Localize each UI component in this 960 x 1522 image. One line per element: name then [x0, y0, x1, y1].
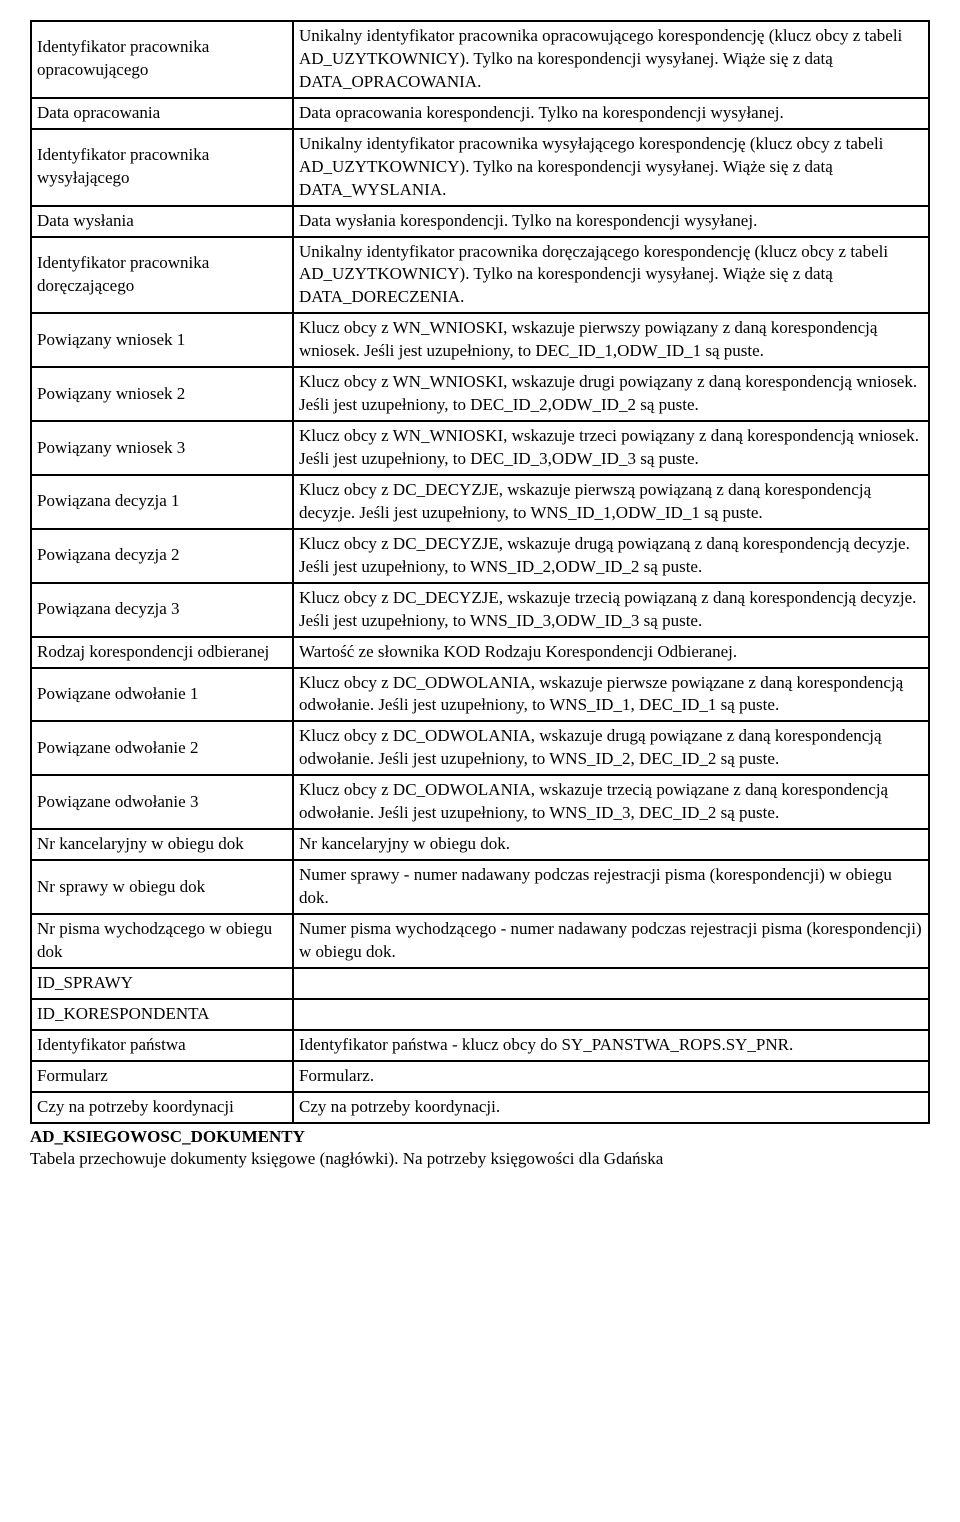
table-row: Powiązana decyzja 2Klucz obcy z DC_DECYZ…	[31, 529, 929, 583]
table-row: ID_KORESPONDENTA	[31, 999, 929, 1030]
table-row: Nr sprawy w obiegu dokNumer sprawy - num…	[31, 860, 929, 914]
field-name-cell: Powiązane odwołanie 2	[31, 721, 293, 775]
field-name-cell: ID_KORESPONDENTA	[31, 999, 293, 1030]
field-name-cell: Powiązana decyzja 3	[31, 583, 293, 637]
field-name-cell: Powiązane odwołanie 3	[31, 775, 293, 829]
table-row: Nr pisma wychodzącego w obiegu dokNumer …	[31, 914, 929, 968]
field-name-cell: Data wysłania	[31, 206, 293, 237]
field-description-cell: Numer pisma wychodzącego - numer nadawan…	[293, 914, 929, 968]
field-description-cell: Data opracowania korespondencji. Tylko n…	[293, 98, 929, 129]
field-name-cell: Powiązane odwołanie 1	[31, 668, 293, 722]
field-description-cell: Data wysłania korespondencji. Tylko na k…	[293, 206, 929, 237]
table-row: Powiązany wniosek 1Klucz obcy z WN_WNIOS…	[31, 313, 929, 367]
field-description-cell: Klucz obcy z DC_ODWOLANIA, wskazuje pier…	[293, 668, 929, 722]
table-row: Identyfikator pracownika wysyłającegoUni…	[31, 129, 929, 206]
field-description-cell: Numer sprawy - numer nadawany podczas re…	[293, 860, 929, 914]
field-description-cell: Unikalny identyfikator pracownika doręcz…	[293, 237, 929, 314]
field-description-cell: Czy na potrzeby koordynacji.	[293, 1092, 929, 1123]
table-row: Data opracowaniaData opracowania korespo…	[31, 98, 929, 129]
table-body: Identyfikator pracownika opracowującegoU…	[31, 21, 929, 1123]
field-description-cell: Klucz obcy z DC_ODWOLANIA, wskazuje drug…	[293, 721, 929, 775]
field-name-cell: Powiązany wniosek 2	[31, 367, 293, 421]
field-name-cell: Identyfikator państwa	[31, 1030, 293, 1061]
table-row: Powiązany wniosek 2Klucz obcy z WN_WNIOS…	[31, 367, 929, 421]
table-row: Czy na potrzeby koordynacjiCzy na potrze…	[31, 1092, 929, 1123]
field-description-cell: Klucz obcy z WN_WNIOSKI, wskazuje trzeci…	[293, 421, 929, 475]
field-name-cell: Powiązany wniosek 1	[31, 313, 293, 367]
table-row: Powiązana decyzja 1Klucz obcy z DC_DECYZ…	[31, 475, 929, 529]
definitions-table: Identyfikator pracownika opracowującegoU…	[30, 20, 930, 1124]
field-name-cell: Nr sprawy w obiegu dok	[31, 860, 293, 914]
field-name-cell: Data opracowania	[31, 98, 293, 129]
field-description-cell: Klucz obcy z WN_WNIOSKI, wskazuje drugi …	[293, 367, 929, 421]
field-description-cell: Unikalny identyfikator pracownika wysyła…	[293, 129, 929, 206]
footer-description: Tabela przechowuje dokumenty księgowe (n…	[30, 1149, 663, 1168]
field-description-cell: Formularz.	[293, 1061, 929, 1092]
field-name-cell: Identyfikator pracownika doręczającego	[31, 237, 293, 314]
field-name-cell: Nr kancelaryjny w obiegu dok	[31, 829, 293, 860]
field-description-cell: Wartość ze słownika KOD Rodzaju Korespon…	[293, 637, 929, 668]
field-name-cell: ID_SPRAWY	[31, 968, 293, 999]
field-description-cell	[293, 999, 929, 1030]
field-description-cell: Identyfikator państwa - klucz obcy do SY…	[293, 1030, 929, 1061]
table-row: Identyfikator państwaIdentyfikator państ…	[31, 1030, 929, 1061]
table-row: Identyfikator pracownika doręczającegoUn…	[31, 237, 929, 314]
table-row: Powiązana decyzja 3Klucz obcy z DC_DECYZ…	[31, 583, 929, 637]
footer-heading: AD_KSIEGOWOSC_DOKUMENTY	[30, 1127, 305, 1146]
table-row: Powiązany wniosek 3Klucz obcy z WN_WNIOS…	[31, 421, 929, 475]
field-description-cell: Klucz obcy z DC_DECYZJE, wskazuje drugą …	[293, 529, 929, 583]
field-description-cell: Unikalny identyfikator pracownika opraco…	[293, 21, 929, 98]
field-name-cell: Nr pisma wychodzącego w obiegu dok	[31, 914, 293, 968]
field-name-cell: Rodzaj korespondencji odbieranej	[31, 637, 293, 668]
field-description-cell: Klucz obcy z WN_WNIOSKI, wskazuje pierws…	[293, 313, 929, 367]
field-name-cell: Identyfikator pracownika opracowującego	[31, 21, 293, 98]
field-name-cell: Identyfikator pracownika wysyłającego	[31, 129, 293, 206]
footer-block: AD_KSIEGOWOSC_DOKUMENTY Tabela przechowu…	[30, 1126, 930, 1172]
table-row: Powiązane odwołanie 2Klucz obcy z DC_ODW…	[31, 721, 929, 775]
table-row: ID_SPRAWY	[31, 968, 929, 999]
field-description-cell: Klucz obcy z DC_DECYZJE, wskazuje trzeci…	[293, 583, 929, 637]
field-description-cell: Nr kancelaryjny w obiegu dok.	[293, 829, 929, 860]
field-name-cell: Powiązana decyzja 2	[31, 529, 293, 583]
table-row: Nr kancelaryjny w obiegu dokNr kancelary…	[31, 829, 929, 860]
field-name-cell: Czy na potrzeby koordynacji	[31, 1092, 293, 1123]
table-row: Data wysłaniaData wysłania korespondencj…	[31, 206, 929, 237]
table-row: Powiązane odwołanie 1Klucz obcy z DC_ODW…	[31, 668, 929, 722]
field-description-cell	[293, 968, 929, 999]
field-name-cell: Formularz	[31, 1061, 293, 1092]
table-row: Identyfikator pracownika opracowującegoU…	[31, 21, 929, 98]
table-row: Rodzaj korespondencji odbieranejWartość …	[31, 637, 929, 668]
field-description-cell: Klucz obcy z DC_ODWOLANIA, wskazuje trze…	[293, 775, 929, 829]
table-row: FormularzFormularz.	[31, 1061, 929, 1092]
field-name-cell: Powiązany wniosek 3	[31, 421, 293, 475]
field-description-cell: Klucz obcy z DC_DECYZJE, wskazuje pierws…	[293, 475, 929, 529]
table-row: Powiązane odwołanie 3Klucz obcy z DC_ODW…	[31, 775, 929, 829]
field-name-cell: Powiązana decyzja 1	[31, 475, 293, 529]
